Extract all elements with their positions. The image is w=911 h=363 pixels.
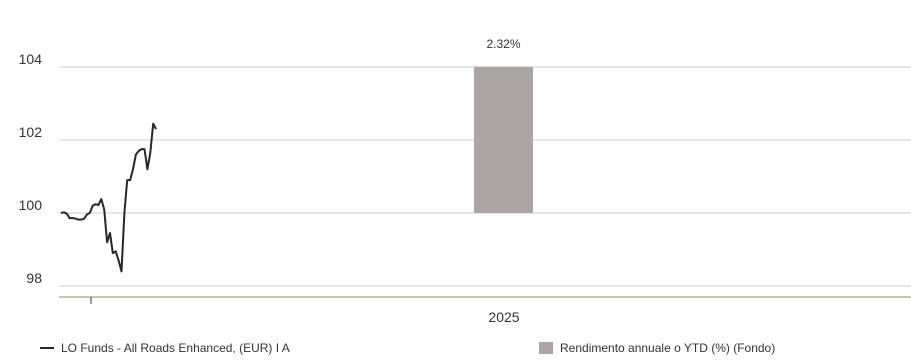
legend-bar-item: Rendimento annuale o YTD (%) (Fondo) — [539, 341, 775, 355]
y-tick-label-102: 102 — [19, 124, 43, 140]
y-tick-label-100: 100 — [19, 197, 43, 213]
legend-bar-swatch — [539, 342, 553, 354]
x-category-label: 2025 — [488, 309, 519, 325]
legend-line-item: LO Funds - All Roads Enhanced, (EUR) I A — [40, 341, 290, 355]
x-axis: 2025 — [59, 296, 911, 325]
legend-line-label: LO Funds - All Roads Enhanced, (EUR) I A — [61, 341, 290, 355]
legend-line-swatch — [40, 347, 54, 349]
y-axis-labels: 98 100 102 104 — [19, 51, 43, 286]
y-tick-label-98: 98 — [26, 270, 42, 286]
bar-layer: 2.32% — [474, 37, 533, 213]
bar-value-label: 2.32% — [486, 37, 520, 51]
bar-2025 — [474, 66, 533, 213]
line-layer — [60, 122, 157, 273]
fund-line — [60, 122, 157, 273]
y-tick-label-104: 104 — [19, 51, 43, 67]
legend-bar-label: Rendimento annuale o YTD (%) (Fondo) — [560, 341, 776, 355]
